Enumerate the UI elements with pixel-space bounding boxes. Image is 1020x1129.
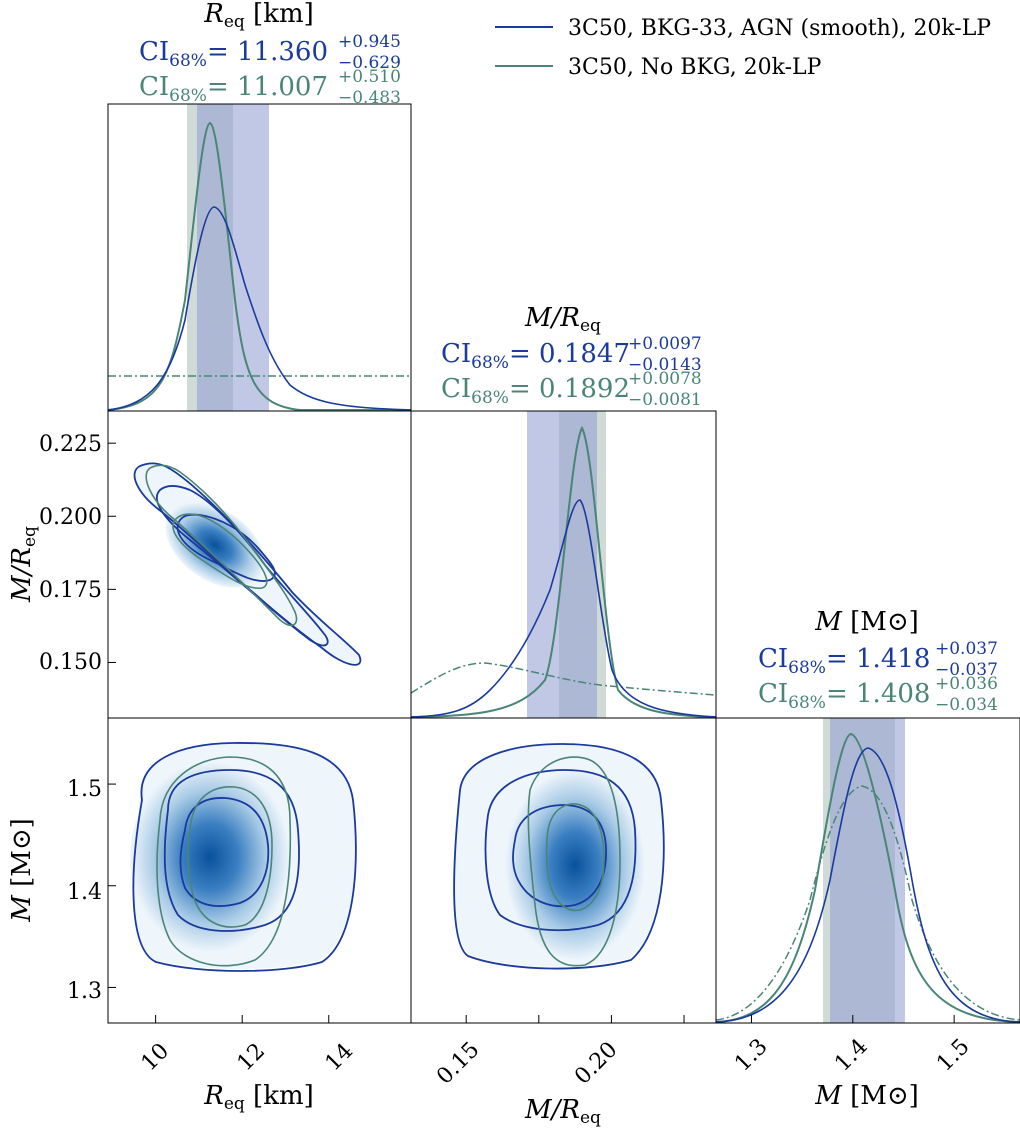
- ytick-comp-0150: 0.150: [39, 650, 102, 675]
- contour-mass-req-a-outer: [132, 742, 357, 972]
- curve-req-a: [108, 206, 411, 411]
- xtick-mass-15: 1.5: [932, 1034, 974, 1076]
- ci-req-a-plus: +0.945: [338, 32, 401, 52]
- ci-req-b-minus: −0.483: [338, 88, 401, 108]
- contour-mass-comp-b-outer: [527, 756, 621, 967]
- ytick-comp-0225: 0.225: [39, 432, 102, 457]
- xtick-labels-comp: 0.15 0.20: [432, 1037, 622, 1089]
- contour-mass-comp-b-inner: [545, 803, 605, 912]
- contour-comp-req-a-mid: [155, 484, 329, 647]
- ci-mass-b-minus: −0.034: [935, 695, 998, 715]
- contour-mass-req-a-inner: [179, 797, 270, 907]
- xtick-req-10: 10: [137, 1039, 174, 1076]
- contour-mass-comp-a-mid: [484, 769, 637, 932]
- curve-mass-b: [716, 732, 1020, 1023]
- ci-mass-b: CI68%= 1.408: [758, 679, 930, 713]
- svg-text:M/Req: M/Req: [524, 303, 601, 336]
- legend-label-a: 3C50, BKG-33, AGN (smooth), 20k-LP: [568, 16, 991, 41]
- ci-comp-b-plus: +0.0078: [628, 369, 702, 389]
- panel-comp-marginal: [411, 411, 716, 718]
- ci-comp-a-plus: +0.0097: [628, 334, 702, 354]
- xtick-req-12: 12: [233, 1039, 270, 1076]
- title-req: Req [km] CI68%= 11.360 +0.945 −0.629 CI6…: [139, 0, 401, 108]
- xlabel-req: Req [km]: [203, 1081, 314, 1114]
- ci-comp-a-minus: −0.0143: [628, 355, 702, 375]
- panel-mass-marginal: [716, 718, 1020, 1023]
- ytick-mass-14: 1.4: [67, 880, 102, 905]
- ci-req-a-minus: −0.629: [338, 53, 401, 73]
- ci-mass-a: CI68%= 1.418: [758, 644, 930, 678]
- contour-mass-req-b-inner: [187, 786, 273, 928]
- xtick-comp-020: 0.20: [570, 1037, 622, 1089]
- xtick-labels-mass: 1.3 1.4 1.5: [730, 1034, 974, 1076]
- ytick-labels-comp: 0.225 0.200 0.175 0.150: [39, 432, 102, 675]
- curve-req-b: [108, 121, 411, 411]
- svg-text:M [M⊙]: M [M⊙]: [814, 607, 919, 637]
- density-core-comp-req: [165, 502, 265, 588]
- title-mass: M [M⊙] CI68%= 1.418 +0.037 −0.037 CI68%=…: [758, 607, 998, 715]
- frame-mass-vs-comp: [410, 717, 717, 1024]
- xtick-comp-015: 0.15: [432, 1037, 484, 1089]
- xtick-labels-req: 10 12 14: [137, 1039, 358, 1076]
- contour-mass-req-b-outer: [156, 756, 292, 967]
- ci-req-b-plus: +0.510: [338, 67, 401, 87]
- ci-mass-a-plus: +0.037: [935, 639, 998, 659]
- curve-comp-prior: [411, 662, 716, 696]
- panel-comp-vs-req: [133, 462, 362, 666]
- legend-label-b: 3C50, No BKG, 20k-LP: [568, 55, 822, 80]
- ci-mass-a-minus: −0.037: [935, 660, 998, 680]
- title-compactness: M/Req CI68%= 0.1847 +0.0097 −0.0143 CI68…: [441, 303, 702, 410]
- ci-req-b: CI68%= 11.007: [139, 72, 328, 106]
- xtick-req-14: 14: [321, 1039, 358, 1076]
- xlabel-compactness: M/Req: [524, 1095, 601, 1128]
- curve-mass-a: [716, 747, 1020, 1023]
- contour-comp-req-a-outer: [133, 462, 362, 666]
- xtick-mass-13: 1.3: [730, 1034, 772, 1076]
- svg-text:Req [km]: Req [km]: [203, 0, 314, 32]
- panel-mass-vs-comp: [453, 743, 665, 970]
- ci-comp-b: CI68%= 0.1892: [441, 374, 630, 408]
- density-core-mass-req: [130, 762, 290, 952]
- legend: 3C50, BKG-33, AGN (smooth), 20k-LP 3C50,…: [495, 16, 991, 80]
- tick-marks: [108, 442, 955, 1023]
- ci-comp-b-minus: −0.0081: [628, 390, 702, 410]
- contour-mass-comp-a-outer: [453, 743, 665, 970]
- ylabel-compactness: M/Req: [7, 526, 40, 603]
- ytick-mass-15: 1.5: [67, 777, 102, 802]
- ytick-comp-0175: 0.175: [39, 578, 102, 603]
- contour-comp-req-b-inner: [172, 513, 268, 589]
- ytick-comp-0200: 0.200: [39, 505, 102, 530]
- curve-mass-prior: [716, 785, 1020, 1021]
- curve-comp-a: [411, 499, 716, 718]
- xtick-mass-14: 1.4: [830, 1034, 872, 1076]
- ylabel-mass: M [M⊙]: [7, 818, 37, 923]
- contour-mass-comp-a-inner: [512, 804, 607, 908]
- ci-req-a: CI68%= 11.360: [139, 37, 328, 71]
- ytick-mass-13: 1.3: [67, 979, 102, 1004]
- ytick-labels-mass: 1.5 1.4 1.3: [67, 777, 102, 1004]
- band-mass-a: [830, 718, 905, 1023]
- ci-mass-b-plus: +0.036: [935, 674, 998, 694]
- band-req-a: [197, 104, 269, 411]
- density-core-mass-comp: [505, 770, 645, 960]
- panel-req-marginal: [108, 104, 411, 411]
- xlabel-mass: M [M⊙]: [814, 1081, 919, 1111]
- contour-mass-req-a-mid: [163, 769, 300, 932]
- ci-comp-a: CI68%= 0.1847: [441, 339, 630, 373]
- curve-comp-b: [411, 425, 716, 718]
- panel-mass-vs-req: [130, 742, 357, 972]
